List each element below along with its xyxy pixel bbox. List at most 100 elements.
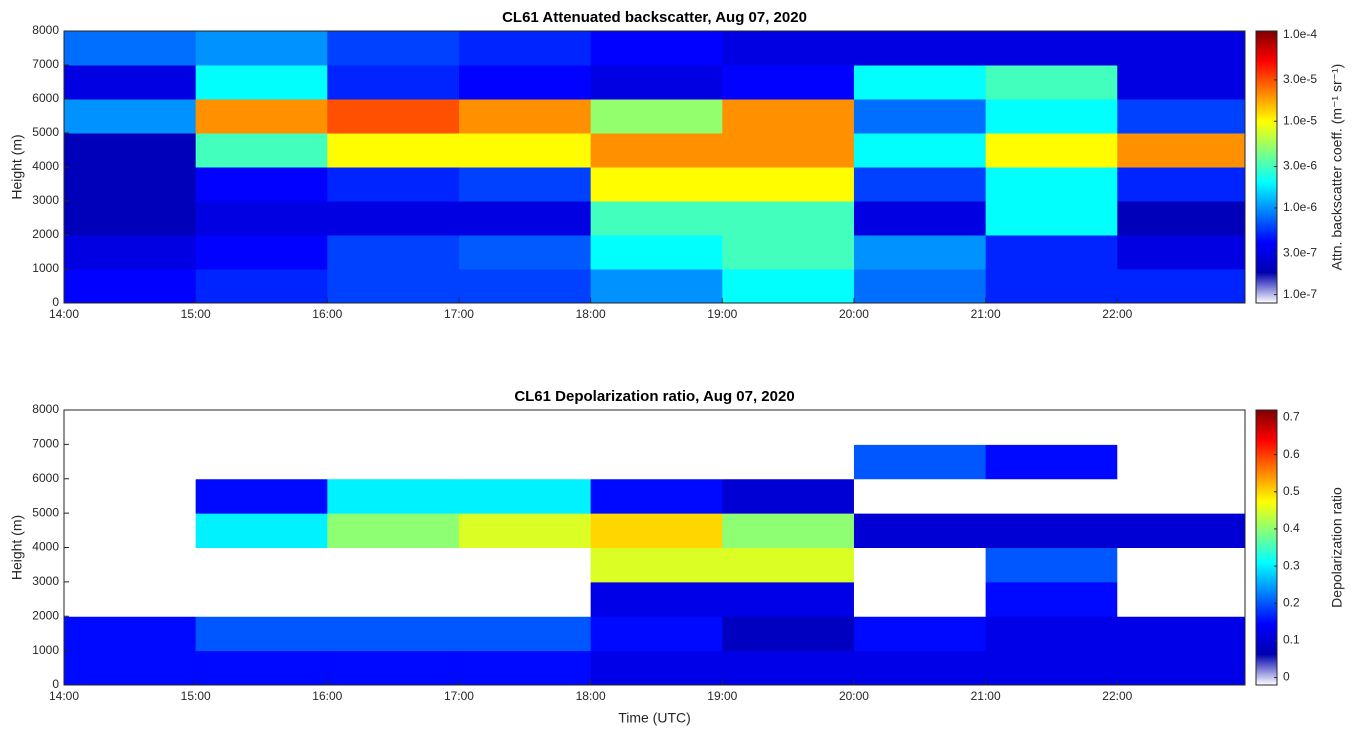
heat-cell <box>64 99 197 134</box>
colorbar-tick-label: 0.4 <box>1283 521 1300 535</box>
x-tick-label: 19:00 <box>707 307 737 321</box>
heat-cell <box>327 581 460 617</box>
x-tick-label: 20:00 <box>839 689 869 703</box>
y-axis-label: Height (m) <box>9 134 25 199</box>
heat-cell <box>985 235 1118 270</box>
heat-cell <box>985 444 1118 480</box>
colorbar <box>1255 30 1278 304</box>
heat-cell <box>64 31 197 66</box>
heat-cell <box>195 616 328 652</box>
heat-cell <box>195 31 328 66</box>
heat-cell <box>985 31 1118 66</box>
heat-cell <box>195 133 328 168</box>
heat-cell <box>64 201 197 236</box>
heat-cell <box>722 133 855 168</box>
y-tick-label: 2000 <box>32 227 59 241</box>
heat-cell <box>1117 65 1246 100</box>
chart-title: CL61 Depolarization ratio, Aug 07, 2020 <box>514 388 794 405</box>
heat-cell <box>195 269 328 304</box>
heat-cell <box>722 650 855 686</box>
heat-cell <box>722 31 855 66</box>
heat-cell <box>590 616 723 652</box>
chart-title: CL61 Attenuated backscatter, Aug 07, 202… <box>502 9 807 26</box>
heat-cell <box>853 650 987 686</box>
heat-cell <box>458 99 592 134</box>
x-tick-label: 18:00 <box>576 307 606 321</box>
x-tick-label: 22:00 <box>1102 689 1132 703</box>
colorbar <box>1255 409 1278 686</box>
heat-cell <box>853 65 987 100</box>
heat-cell <box>327 444 460 480</box>
heat-cell <box>195 478 328 514</box>
heat-cell <box>1117 235 1246 270</box>
heat-cell <box>722 99 855 134</box>
heat-cell <box>458 650 592 686</box>
y-tick-label: 2000 <box>32 608 59 622</box>
heat-cell <box>458 444 592 480</box>
heat-cell <box>722 65 855 100</box>
heat-cell <box>722 167 855 202</box>
colorbar-label: Depolarization ratio <box>1329 487 1345 608</box>
heat-cell <box>195 201 328 236</box>
heat-cell <box>327 410 460 445</box>
heat-cell <box>590 478 723 514</box>
heat-cell <box>985 410 1118 445</box>
heat-cell <box>195 650 328 686</box>
x-axis-label: Time (UTC) <box>618 710 691 726</box>
heat-cell <box>853 167 987 202</box>
heat-cell <box>195 235 328 270</box>
heat-cell <box>985 133 1118 168</box>
heat-cell <box>327 99 460 134</box>
heat-cell <box>1117 167 1246 202</box>
y-tick-label: 4000 <box>32 540 59 554</box>
heat-cell <box>1117 513 1246 548</box>
x-tick-label: 17:00 <box>444 307 474 321</box>
heat-cell <box>195 513 328 548</box>
colorbar-label: Attn. backscatter coeff. (m⁻¹ sr⁻¹) <box>1329 64 1345 271</box>
heat-cell <box>590 167 723 202</box>
colorbar-tick-label: 1.0e-5 <box>1283 113 1317 127</box>
heat-cell <box>590 513 723 548</box>
colorbar-tick-label: 0.1 <box>1283 633 1300 647</box>
heat-cell <box>458 616 592 652</box>
heat-cell <box>853 616 987 652</box>
x-tick-label: 16:00 <box>312 307 342 321</box>
x-tick-label: 22:00 <box>1102 307 1132 321</box>
y-tick-label: 4000 <box>32 159 59 173</box>
heat-cell <box>458 235 592 270</box>
heat-cell <box>985 167 1118 202</box>
heat-cell <box>985 547 1118 583</box>
heat-cell <box>195 410 328 445</box>
heat-cell <box>195 547 328 583</box>
y-axis-label: Height (m) <box>9 515 25 580</box>
heat-cell <box>985 478 1118 514</box>
heat-cell <box>853 547 987 583</box>
heat-cell <box>985 65 1118 100</box>
heat-cell <box>458 410 592 445</box>
x-tick-label: 19:00 <box>707 689 737 703</box>
heat-cell <box>722 235 855 270</box>
colorbar-tick-label: 0 <box>1283 670 1290 684</box>
heat-cell <box>327 478 460 514</box>
heat-cell <box>985 581 1118 617</box>
heat-cell <box>64 650 197 686</box>
y-tick-label: 3000 <box>32 574 59 588</box>
colorbar-tick-label: 0.6 <box>1283 447 1300 461</box>
heat-cell <box>722 616 855 652</box>
heat-cell <box>722 513 855 548</box>
heat-cell <box>64 444 197 480</box>
x-tick-label: 15:00 <box>181 689 211 703</box>
heat-cell <box>590 65 723 100</box>
heat-cell <box>327 547 460 583</box>
y-tick-label: 5000 <box>32 125 59 139</box>
heat-cell <box>327 650 460 686</box>
heat-cell <box>853 269 987 304</box>
heat-cell <box>458 513 592 548</box>
heat-cell <box>64 410 197 445</box>
heat-cell <box>1117 269 1246 304</box>
heat-cell <box>853 410 987 445</box>
x-tick-label: 14:00 <box>49 307 79 321</box>
heat-cell <box>590 269 723 304</box>
heat-cell <box>722 444 855 480</box>
heat-cell <box>590 410 723 445</box>
